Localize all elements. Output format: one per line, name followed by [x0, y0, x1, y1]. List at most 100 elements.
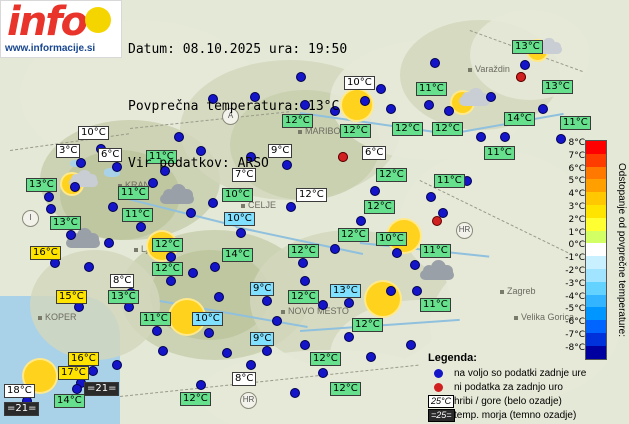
scale-label-3: 5°C — [568, 176, 585, 187]
station-temperature: 11°C — [122, 208, 153, 222]
station-temperature: 12°C — [364, 200, 395, 214]
legend: Legenda: na voljo so podatki zadnje ure … — [428, 352, 586, 422]
station-temperature: 12°C — [296, 188, 327, 202]
station-temperature: 10°C — [192, 312, 223, 326]
city-marker — [468, 68, 472, 72]
scale-band-13 — [586, 307, 606, 321]
station-dot-no-data — [338, 152, 348, 162]
station-dot — [246, 152, 256, 162]
station-dot — [66, 230, 76, 240]
station-dot — [222, 348, 232, 358]
logo-subtitle: www.informacije.si — [5, 43, 96, 54]
station-temperature: 16°C — [68, 352, 99, 366]
station-dot — [344, 332, 354, 342]
station-dot — [410, 260, 420, 270]
station-temperature: 10°C — [78, 126, 109, 140]
scale-label-10: -2°C — [565, 266, 585, 276]
station-dot — [196, 146, 206, 156]
station-dot — [476, 132, 486, 142]
station-temperature: 9°C — [250, 282, 275, 296]
dark-cloud-icon — [420, 258, 454, 282]
station-temperature: 12°C — [180, 392, 211, 406]
station-dot — [76, 158, 86, 168]
scale-label-13: -5°C — [565, 304, 585, 315]
header-average-temp: Povprečna temperatura: 13°C — [128, 99, 340, 114]
station-temperature: 8°C — [110, 274, 135, 288]
station-dot — [84, 262, 94, 272]
station-dot — [166, 276, 176, 286]
station-dot — [370, 186, 380, 196]
station-dot — [204, 328, 214, 338]
station-dot — [356, 216, 366, 226]
scale-label-12: -4°C — [565, 291, 585, 302]
road-shield: HR — [240, 392, 257, 409]
cloud-icon — [459, 86, 491, 107]
station-dot — [438, 208, 448, 218]
station-dot — [424, 100, 434, 110]
station-dot — [174, 132, 184, 142]
station-temperature: 12°C — [392, 122, 423, 136]
scale-label-11: -3°C — [565, 278, 585, 289]
station-dot-no-data — [516, 72, 526, 82]
station-temperature: 12°C — [432, 122, 463, 136]
station-temperature: 13°C — [50, 216, 81, 230]
station-temperature: 12°C — [340, 124, 371, 138]
station-temperature: 12°C — [310, 352, 341, 366]
station-temperature: 12°C — [282, 114, 313, 128]
station-dot — [160, 166, 170, 176]
station-dot — [196, 380, 206, 390]
city-label: MARIBOR — [305, 126, 348, 136]
station-temperature: 12°C — [330, 382, 361, 396]
legend-label-red: ni podatka za zadnjo uro — [454, 381, 563, 393]
station-temperature: 9°C — [268, 144, 293, 158]
station-dot — [88, 366, 98, 376]
station-dot — [208, 94, 218, 104]
station-dot — [104, 238, 114, 248]
scale-label-9: -1°C — [565, 253, 585, 264]
road-shield: HR — [456, 222, 473, 239]
scale-band-8 — [586, 243, 606, 257]
station-temperature: 15°C — [56, 290, 87, 304]
city-label: NOVO MESTO — [288, 306, 349, 316]
dark-cloud-icon — [160, 182, 194, 206]
station-dot — [344, 298, 354, 308]
deviation-color-scale — [585, 140, 607, 360]
station-temperature: 13°C — [512, 40, 543, 54]
station-temperature: 11°C — [416, 82, 447, 96]
station-temperature: 11°C — [146, 150, 177, 164]
city-label: KOPER — [45, 312, 77, 322]
scale-label-8: 0°C — [568, 240, 585, 251]
scale-band-7 — [586, 230, 606, 244]
station-dot — [520, 60, 530, 70]
station-dot — [262, 346, 272, 356]
scale-label-5: 3°C — [568, 202, 585, 212]
header-source: Vir podatkov: ARSO — [128, 156, 269, 171]
legend-item-sea: =25= temp. morja (temno ozadje) — [428, 408, 586, 422]
station-dot — [112, 360, 122, 370]
dark-chip-icon: =25= — [428, 408, 455, 422]
station-dot — [430, 58, 440, 68]
station-dot — [246, 360, 256, 370]
scale-band-11 — [586, 281, 606, 295]
station-temperature: 6°C — [98, 148, 123, 162]
header-date: Datum: 08.10.2025 ura: 19:50 — [128, 42, 348, 57]
city-label: Varaždin — [475, 64, 510, 74]
scale-band-9 — [586, 256, 606, 269]
legend-item-blue: na voljo so podatki zadnje ure — [428, 366, 586, 380]
station-dot — [166, 252, 176, 262]
station-dot — [272, 316, 282, 326]
logo[interactable]: info www.informacije.si — [0, 0, 122, 58]
scale-label-1: 7°C — [568, 150, 585, 161]
station-temperature: 16°C — [30, 246, 61, 260]
road-shield: A — [222, 108, 239, 125]
legend-label-blue: na voljo so podatki zadnje ure — [454, 367, 587, 379]
station-dot — [208, 198, 218, 208]
scale-label-0: 8°C — [568, 138, 585, 148]
station-dot — [500, 132, 510, 142]
station-dot — [330, 244, 340, 254]
station-dot — [298, 258, 308, 268]
station-dot — [290, 388, 300, 398]
station-temperature: 14°C — [222, 248, 253, 262]
city-marker — [134, 248, 138, 252]
scale-band-1 — [586, 153, 606, 167]
